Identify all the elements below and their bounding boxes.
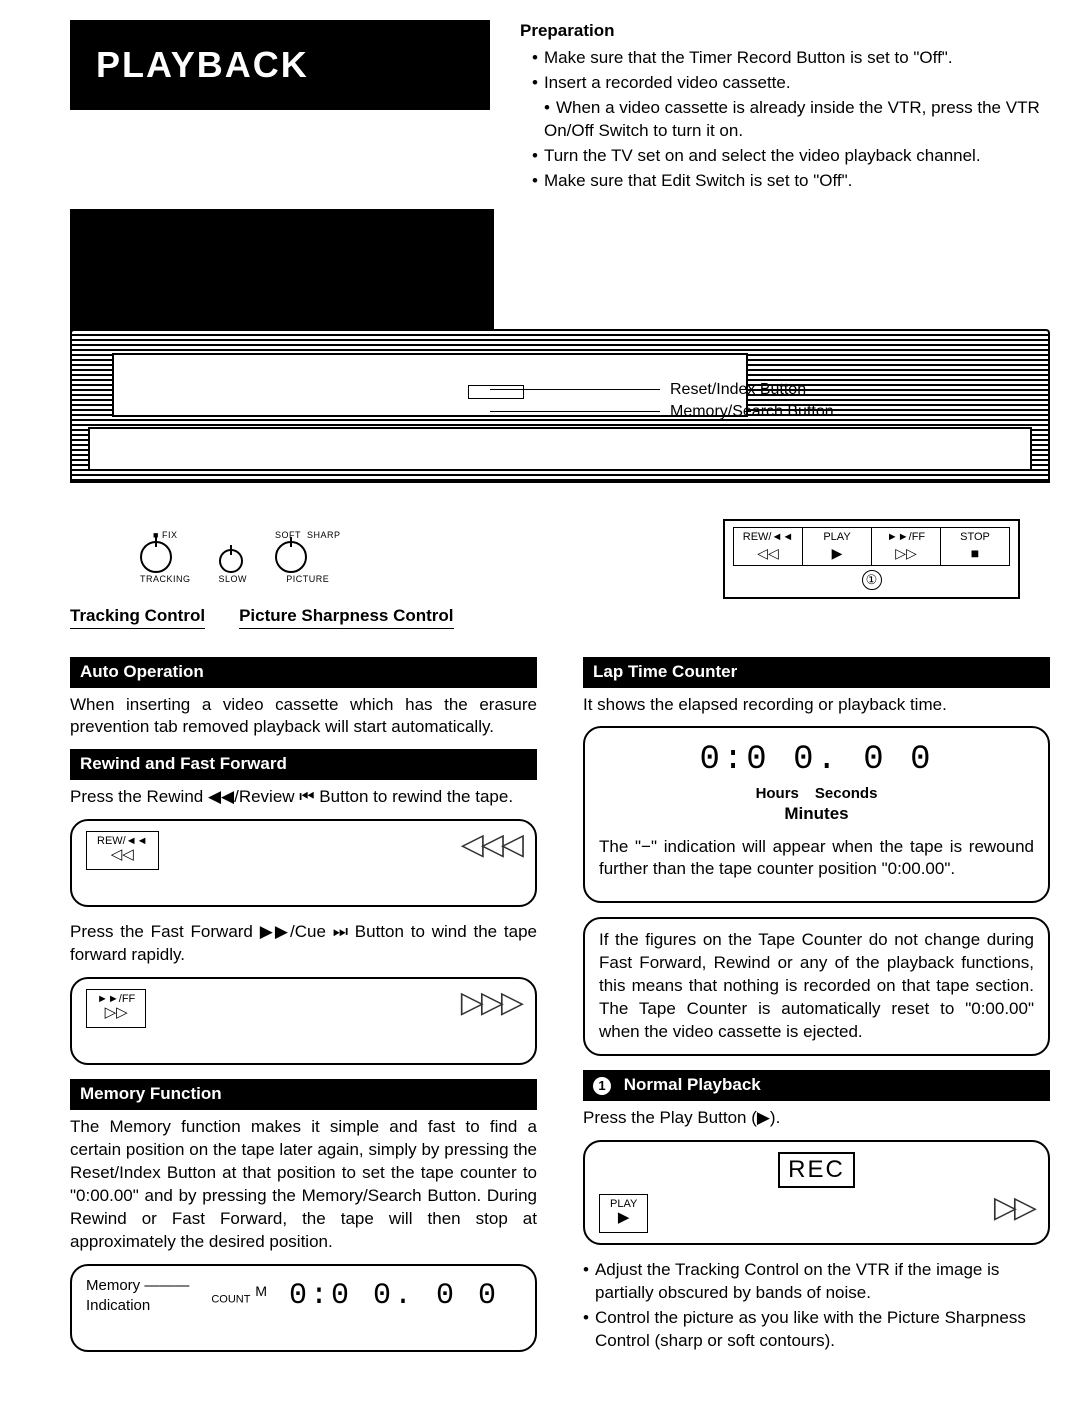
rewind-arrows-graphic: ◁◁◁: [461, 825, 521, 866]
prep-item: Make sure that the Timer Record Button i…: [532, 47, 1050, 70]
stop-icon: ■: [971, 545, 979, 561]
count-m-flag: M: [255, 1284, 267, 1300]
count-label: COUNT: [211, 1293, 250, 1305]
ff-mini-button[interactable]: ►►/FF ▷▷: [86, 989, 146, 1028]
memory-function-heading: Memory Function: [70, 1079, 537, 1110]
stop-label: STOP: [960, 531, 990, 543]
step-marker-1: ①: [862, 570, 882, 590]
ff-icon: ▷▷: [97, 1005, 135, 1022]
seconds-label: Seconds: [815, 784, 878, 804]
vtr-illustration: Reset/Index Button Memory/Search Button …: [70, 209, 1050, 629]
memory-indication-panel: Memory ——— Indication COUNT M 0:0 0. 0 0: [70, 1264, 537, 1352]
lap-time-intro: It shows the elapsed recording or playba…: [583, 694, 1050, 717]
knob-label: TRACKING: [140, 573, 191, 585]
counter-note-panel: If the figures on the Tape Counter do no…: [583, 917, 1050, 1056]
sharpness-knob: [275, 541, 307, 573]
play-icon: ▶: [610, 1210, 637, 1227]
hours-label: Hours: [756, 784, 799, 804]
page-title-block: PLAYBACK: [70, 20, 490, 110]
rew-button[interactable]: REW/◄◄ ◁◁: [734, 527, 803, 566]
stop-button[interactable]: STOP ■: [941, 527, 1010, 566]
normal-playback-text: Press the Play Button (▶).: [583, 1107, 1050, 1130]
knob-label: SLOW: [219, 573, 248, 585]
knob-label: PICTURE: [275, 573, 341, 585]
slow-knob: [219, 549, 243, 573]
prep-item: Insert a recorded video cassette.: [532, 72, 1050, 95]
rewind-panel: REW/◄◄ ◁◁ ◁◁◁: [70, 819, 537, 907]
vtr-chassis: [70, 329, 1050, 483]
rewind-ff-heading: Rewind and Fast Forward: [70, 749, 537, 780]
memory-search-callout: Memory/Search Button: [670, 401, 834, 423]
rewind-icon: ◁◁: [97, 847, 148, 864]
rew-icon: ◁◁: [757, 545, 779, 561]
sharpness-control-label: Picture Sharpness Control: [239, 605, 453, 629]
ff-label: ►►/FF: [887, 531, 925, 543]
memory-function-body: The Memory function makes it simple and …: [70, 1116, 537, 1254]
callout-line: [490, 411, 660, 412]
play-mini-button[interactable]: PLAY ▶: [599, 1194, 648, 1233]
page-title: PLAYBACK: [96, 41, 309, 90]
rec-indicator: REC: [778, 1152, 855, 1188]
rew-label: REW/◄◄: [743, 531, 794, 543]
ff-panel: ►►/FF ▷▷ ▷▷▷: [70, 977, 537, 1065]
auto-operation-body: When inserting a video cassette which ha…: [70, 694, 537, 740]
prep-item: Make sure that Edit Switch is set to "Of…: [532, 170, 1050, 193]
play-label: PLAY: [823, 531, 850, 543]
vtr-display-window: [468, 385, 524, 399]
vtr-front-panel: [88, 427, 1032, 471]
minutes-label: Minutes: [599, 803, 1034, 826]
step-number-1: 1: [593, 1077, 611, 1095]
lap-time-heading: Lap Time Counter: [583, 657, 1050, 688]
counter-note: If the figures on the Tape Counter do no…: [599, 929, 1034, 1044]
playback-note: Adjust the Tracking Control on the VTR i…: [583, 1259, 1050, 1305]
knob-label: SOFT SHARP: [275, 529, 341, 541]
ff-arrows-graphic: ▷▷▷: [461, 983, 521, 1024]
memory-counter-display: 0:0 0. 0 0: [289, 1276, 499, 1317]
play-button[interactable]: PLAY ▶: [803, 527, 872, 566]
ff-icon: ▷▷: [895, 545, 917, 561]
transport-buttons-panel: REW/◄◄ ◁◁ PLAY ▶ ►►/FF ▷▷ STOP ■ ①: [723, 519, 1020, 600]
auto-operation-heading: Auto Operation: [70, 657, 537, 688]
callout-line: [490, 389, 660, 390]
playback-note: Control the picture as you like with the…: [583, 1307, 1050, 1353]
play-icon: ▶: [832, 545, 843, 561]
lap-time-panel: 0:0 0. 0 0 Hours Seconds Minutes The "−"…: [583, 726, 1050, 903]
preparation-section: Preparation Make sure that the Timer Rec…: [520, 20, 1050, 195]
vtr-cassette-door: [112, 353, 748, 417]
rewind-text: Press the Rewind ◀◀/Review ⏮ Button to r…: [70, 786, 537, 809]
vtr-black-panel: [70, 209, 494, 348]
normal-playback-panel: REC PLAY ▶ ▷▷: [583, 1140, 1050, 1245]
prep-item: Turn the TV set on and select the video …: [532, 145, 1050, 168]
left-column: Auto Operation When inserting a video ca…: [70, 647, 537, 1366]
tracking-control-label: Tracking Control: [70, 605, 205, 629]
right-column: Lap Time Counter It shows the elapsed re…: [583, 647, 1050, 1366]
lap-time-note: The "−" indication will appear when the …: [599, 836, 1034, 882]
play-arrows-graphic: ▷▷: [994, 1188, 1034, 1229]
memory-label-2: Indication: [86, 1297, 150, 1314]
tracking-knob: [140, 541, 172, 573]
normal-playback-heading: 1 Normal Playback: [583, 1070, 1050, 1101]
normal-playback-title: Normal Playback: [624, 1075, 761, 1094]
preparation-heading: Preparation: [520, 20, 1050, 43]
ff-text: Press the Fast Forward ▶▶/Cue ⏭ Button t…: [70, 921, 537, 967]
knob-label: ■ FIX: [140, 529, 191, 541]
rew-mini-button[interactable]: REW/◄◄ ◁◁: [86, 831, 159, 870]
memory-label-1: Memory: [86, 1277, 140, 1294]
vtr-knobs: ■ FIX TRACKING SLOW SOFT SHARP PICTURE: [140, 529, 341, 585]
prep-item: When a video cassette is already inside …: [532, 97, 1050, 143]
reset-index-callout: Reset/Index Button: [670, 379, 806, 401]
ff-button[interactable]: ►►/FF ▷▷: [872, 527, 941, 566]
lap-time-display: 0:0 0. 0 0: [599, 738, 1034, 784]
